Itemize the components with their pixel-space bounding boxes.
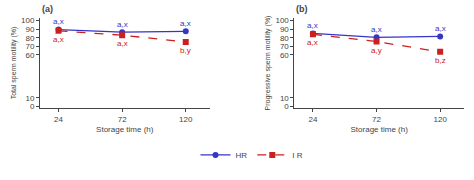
svg-text:120: 120 xyxy=(179,115,193,124)
svg-text:a,x: a,x xyxy=(53,35,64,44)
svg-text:a,x: a,x xyxy=(435,24,446,33)
svg-text:90: 90 xyxy=(25,25,34,34)
svg-text:70: 70 xyxy=(25,42,34,51)
svg-text:Total sperm motility (%): Total sperm motility (%) xyxy=(10,27,18,100)
svg-text:a,x: a,x xyxy=(53,17,64,26)
svg-text:70: 70 xyxy=(280,42,289,51)
svg-text:b,y: b,y xyxy=(180,46,191,55)
svg-text:90: 90 xyxy=(280,25,289,34)
svg-text:0: 0 xyxy=(284,102,289,111)
svg-text:I R: I R xyxy=(292,151,302,160)
svg-text:a,y: a,y xyxy=(371,46,382,55)
svg-text:a,x: a,x xyxy=(307,38,318,47)
svg-text:10: 10 xyxy=(280,94,289,103)
svg-text:Storage time (h): Storage time (h) xyxy=(96,125,154,134)
svg-text:Storage time (h): Storage time (h) xyxy=(351,125,409,134)
svg-text:80: 80 xyxy=(280,34,289,43)
svg-text:a,x: a,x xyxy=(307,21,318,30)
svg-text:120: 120 xyxy=(433,115,447,124)
svg-text:80: 80 xyxy=(25,34,34,43)
svg-text:(a): (a) xyxy=(42,4,53,14)
svg-text:HR: HR xyxy=(236,151,248,160)
svg-text:24: 24 xyxy=(54,115,63,124)
svg-text:72: 72 xyxy=(118,115,127,124)
svg-text:72: 72 xyxy=(372,115,381,124)
svg-text:Progressive sperm motility (%): Progressive sperm motility (%) xyxy=(264,16,272,111)
svg-text:a,x: a,x xyxy=(371,25,382,34)
svg-text:24: 24 xyxy=(308,115,317,124)
svg-text:a,x: a,x xyxy=(117,20,128,29)
svg-text:100: 100 xyxy=(21,16,35,25)
svg-text:100: 100 xyxy=(275,16,289,25)
svg-text:60: 60 xyxy=(280,51,289,60)
svg-text:60: 60 xyxy=(25,51,34,60)
svg-text:0: 0 xyxy=(30,102,35,111)
svg-text:a,x: a,x xyxy=(117,39,128,48)
svg-text:10: 10 xyxy=(25,94,34,103)
svg-text:b,z: b,z xyxy=(435,56,446,65)
svg-text:a,x: a,x xyxy=(180,19,191,28)
svg-text:(b): (b) xyxy=(296,4,308,14)
